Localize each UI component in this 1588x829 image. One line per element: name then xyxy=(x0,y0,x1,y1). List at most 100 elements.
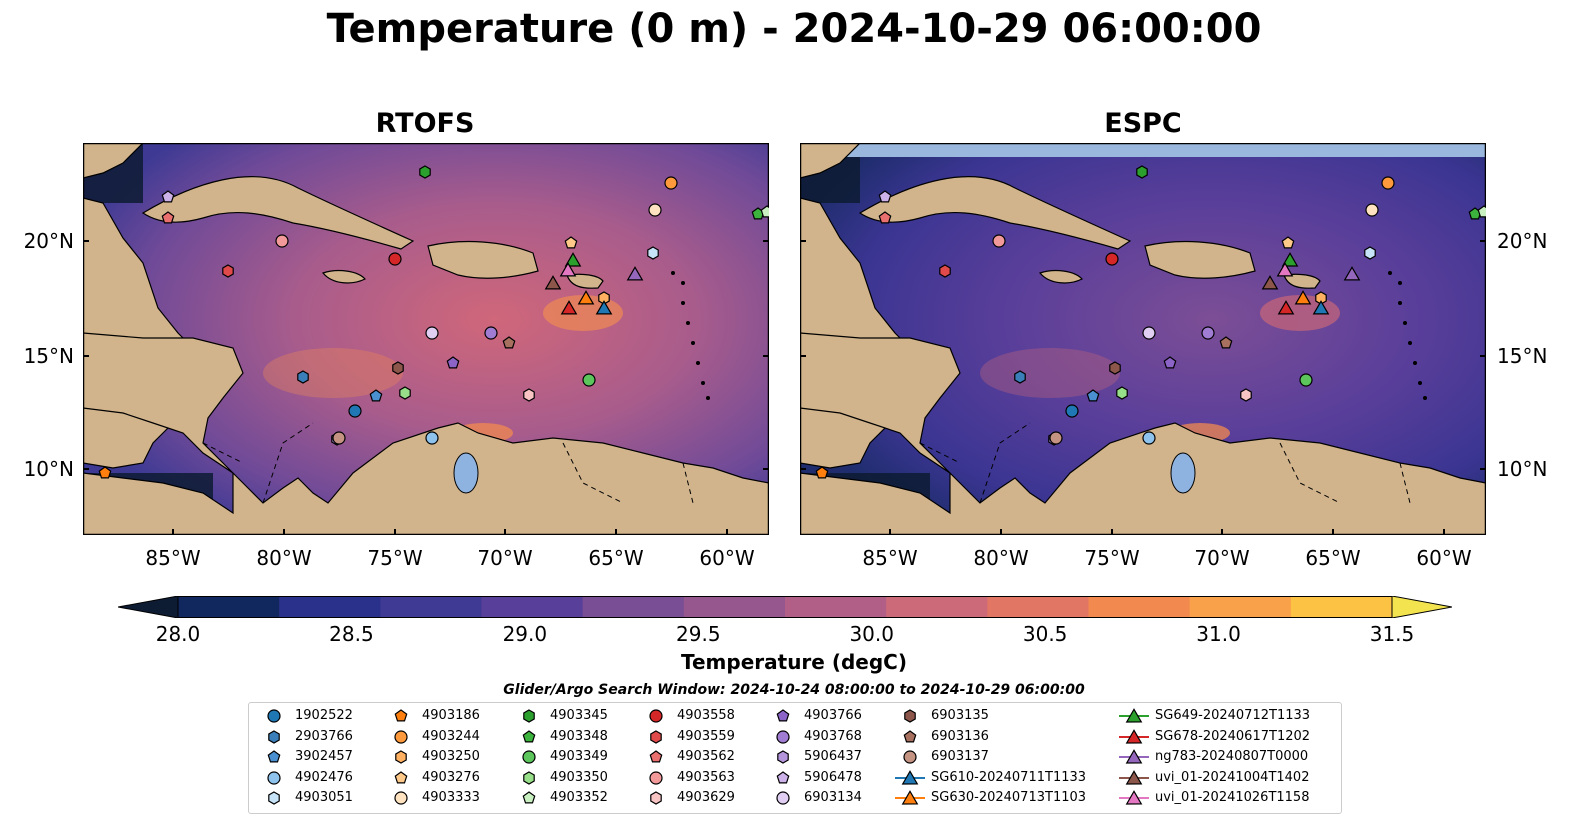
legend-label: 4903559 xyxy=(677,728,735,744)
marker-4903276 xyxy=(1281,236,1295,249)
legend-label: 4903250 xyxy=(422,749,480,764)
marker-4903244 xyxy=(664,176,678,190)
legend-marker-hexagon xyxy=(523,709,535,723)
panel-title-espc: ESPC xyxy=(1104,108,1182,139)
marker-4903766 xyxy=(446,356,460,369)
marker-6903136 xyxy=(502,336,516,349)
land-mass xyxy=(1144,240,1256,279)
legend-label: 4902476 xyxy=(295,769,353,785)
marker-4903768 xyxy=(1201,326,1215,340)
marker-4903562 xyxy=(161,211,175,224)
x-tick-label-rtofs: 65°W xyxy=(588,546,644,570)
colorbar-segment xyxy=(1290,596,1393,618)
marker-uvi_01-20241026T1158 xyxy=(1276,262,1294,277)
x-tick-label-rtofs: 70°W xyxy=(477,546,533,570)
legend-marker-pentagon xyxy=(522,729,536,742)
legend-label: uvi_01-20241004T1402 xyxy=(1155,769,1310,785)
marker-3902457 xyxy=(369,389,383,402)
legend-label: 4903562 xyxy=(677,749,735,764)
legend-label: SG610-20240711T1133 xyxy=(931,769,1087,785)
legend-marker-circle xyxy=(267,709,281,723)
legend-marker-pentagon xyxy=(776,770,790,783)
lake xyxy=(453,452,479,494)
legend-label: 6903134 xyxy=(804,790,862,805)
y-tick-label-left: 15°N xyxy=(23,344,74,368)
land-mass xyxy=(83,143,144,179)
legend-marker-triangle xyxy=(1125,749,1143,764)
legend-label: 6903137 xyxy=(931,749,989,764)
marker-3902457 xyxy=(1086,389,1100,402)
legend-marker-triangle xyxy=(901,769,919,785)
colorbar-segment xyxy=(582,596,685,618)
marker-4902476 xyxy=(1142,431,1156,445)
marker-uvi_01-20241026T1158 xyxy=(559,262,577,277)
legend-marker-hexagon xyxy=(395,750,407,764)
legend-marker-hexagon xyxy=(777,750,789,764)
y-tick-label-right: 20°N xyxy=(1497,229,1548,253)
marker-2903766 xyxy=(1014,370,1026,384)
marker-4903244 xyxy=(1381,176,1395,190)
x-tick-label-rtofs: 60°W xyxy=(699,546,755,570)
map-panel-rtofs xyxy=(83,143,769,535)
marker-4903559 xyxy=(222,264,234,278)
marker-SG630-20240713T1103 xyxy=(577,290,595,305)
marker-4903562 xyxy=(878,211,892,224)
marker-4903333 xyxy=(1365,203,1379,217)
legend-marker-circle xyxy=(903,750,917,764)
marker-6903135 xyxy=(1109,361,1121,375)
colorbar-tick-label: 31.0 xyxy=(1196,622,1241,646)
marker-1902522 xyxy=(1065,404,1079,418)
legend-marker-hexagon xyxy=(523,770,535,785)
legend-marker-hexagon xyxy=(650,791,662,805)
legend-title: Glider/Argo Search Window: 2024-10-24 08… xyxy=(503,682,1085,698)
legend-label: 3902457 xyxy=(295,749,353,764)
figure-title: Temperature (0 m) - 2024-10-29 06:00:00 xyxy=(326,6,1262,52)
colorbar-tick-label: 31.5 xyxy=(1369,622,1415,646)
legend-marker-triangle xyxy=(1125,790,1143,805)
legend-label: 4903352 xyxy=(550,790,608,805)
legend-label: 4903186 xyxy=(422,708,480,723)
colorbar-segment xyxy=(178,596,280,618)
marker-4903558 xyxy=(388,252,402,266)
legend-marker-triangle xyxy=(1125,769,1143,785)
legend-label: 4903348 xyxy=(550,728,608,744)
marker-4903629 xyxy=(1240,388,1252,402)
land-mass xyxy=(83,332,769,535)
legend-label: 4903768 xyxy=(804,728,862,744)
land-mass xyxy=(321,269,366,284)
marker-SG610-20240711T1133 xyxy=(595,300,613,315)
legend-label: 4903629 xyxy=(677,790,735,805)
legend-marker-triangle xyxy=(1125,708,1143,723)
marker-4903186 xyxy=(98,466,112,479)
legend-label: 4903345 xyxy=(550,708,608,723)
colorbar-tick-label: 29.0 xyxy=(502,622,548,646)
legend-marker-circle xyxy=(776,729,790,744)
legend-label: ng783-20240807T0000 xyxy=(1155,749,1309,764)
legend-marker-circle xyxy=(649,709,663,723)
legend-marker-circle xyxy=(394,729,408,744)
legend-marker-pentagon xyxy=(394,709,408,722)
legend-label: 4903558 xyxy=(677,708,735,723)
marker-4903563 xyxy=(275,234,289,248)
legend-marker-hexagon xyxy=(268,729,280,744)
panel-title-rtofs: RTOFS xyxy=(375,108,475,139)
land-mass xyxy=(566,273,604,289)
land-mass xyxy=(427,240,539,279)
marker-4903345 xyxy=(1136,165,1148,179)
marker-4903276 xyxy=(564,236,578,249)
colorbar-segment xyxy=(785,596,887,618)
marker-ng783-20240807T0000 xyxy=(626,266,644,281)
marker-4903563 xyxy=(992,234,1006,248)
marker-4903186 xyxy=(815,466,829,479)
land-mass xyxy=(1038,269,1083,284)
legend-label: 6903135 xyxy=(931,708,989,723)
map-panel-espc xyxy=(800,143,1486,535)
legend-label: 6903136 xyxy=(931,728,989,744)
y-tick-label-right: 15°N xyxy=(1497,344,1548,368)
legend-label: 4903350 xyxy=(550,769,608,785)
colorbar-tick-label: 29.5 xyxy=(676,622,721,646)
legend-marker-circle xyxy=(394,791,408,805)
marker-4902476 xyxy=(425,431,439,445)
land-mass xyxy=(858,176,1132,250)
legend-marker-triangle xyxy=(901,790,919,805)
